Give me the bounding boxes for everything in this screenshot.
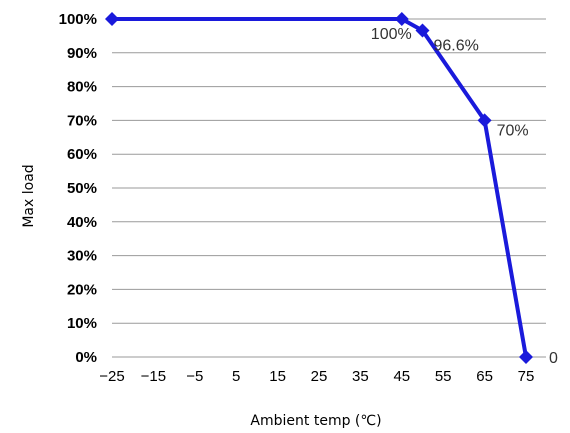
data-point-marker xyxy=(394,12,409,26)
data-point-marker xyxy=(477,113,492,128)
x-tick-label: 65 xyxy=(476,368,493,385)
y-tick-label: 90% xyxy=(67,45,97,62)
x-tick-label: −5 xyxy=(186,368,203,385)
data-point-marker xyxy=(415,23,430,38)
y-tick-label: 80% xyxy=(67,79,97,96)
y-tick-label: 30% xyxy=(67,248,97,265)
x-tick-label: 15 xyxy=(269,368,286,385)
y-tick-label: 70% xyxy=(67,112,97,129)
y-tick-label: 0% xyxy=(75,349,97,366)
y-axis-tick-labels: 0% 10% 20% 30% 40% 50% 60% 70% 80% 90% 100% xyxy=(59,11,97,366)
data-label: 70% xyxy=(497,122,529,139)
y-tick-label: 40% xyxy=(67,214,97,231)
data-label: 0 xyxy=(549,350,558,367)
x-tick-label: 25 xyxy=(311,368,328,385)
x-tick-label: 5 xyxy=(232,368,240,385)
y-tick-label: 10% xyxy=(67,315,97,332)
y-tick-label: 100% xyxy=(59,11,97,28)
y-tick-label: 50% xyxy=(67,180,97,197)
y-axis-label: Max load xyxy=(21,164,37,227)
x-tick-label: 35 xyxy=(352,368,369,385)
x-axis-label: Ambient temp (℃) xyxy=(250,413,381,429)
x-tick-label: −25 xyxy=(99,368,124,385)
data-labels: 100% 96.6% 70% 0 xyxy=(371,26,558,367)
data-point-marker xyxy=(105,12,119,26)
data-label: 96.6% xyxy=(434,37,479,54)
x-tick-label: 55 xyxy=(435,368,452,385)
grid-lines xyxy=(112,18,546,358)
y-tick-label: 20% xyxy=(67,281,97,298)
y-tick-label: 60% xyxy=(67,146,97,163)
x-tick-label: 75 xyxy=(518,368,535,385)
data-label: 100% xyxy=(371,26,412,43)
x-axis-tick-labels: −25 −15 −5 5 15 25 35 45 55 65 75 xyxy=(99,368,534,385)
x-tick-label: 45 xyxy=(393,368,410,385)
series-layer xyxy=(105,12,533,364)
x-tick-label: −15 xyxy=(141,368,166,385)
data-point-marker xyxy=(519,350,533,364)
